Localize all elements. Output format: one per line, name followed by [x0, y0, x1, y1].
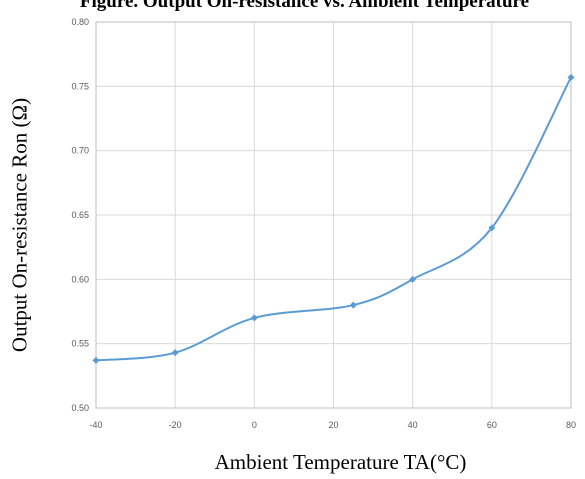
tick-labels: 0.50 0.55 0.60 0.65 0.70 0.75 0.80 -40 -20 0 20 40 6…	[71, 17, 576, 430]
data-point	[250, 314, 258, 322]
x-tick-label: 80	[566, 420, 576, 430]
y-tick-label: 0.65	[71, 210, 89, 220]
data-markers	[92, 73, 575, 364]
y-tick-label: 0.55	[71, 339, 89, 349]
y-tick-label: 0.80	[71, 17, 89, 27]
x-tick-label: 60	[487, 420, 497, 430]
series-line	[95, 76, 572, 362]
data-point	[409, 275, 417, 283]
plot-border	[95, 21, 572, 409]
x-tick-label: 20	[328, 420, 338, 430]
x-axis-label: Ambient Temperature TA(°C)	[214, 450, 467, 474]
gridlines	[95, 21, 572, 409]
chart-title: Figure. Output On-resistance vs. Ambient…	[79, 0, 530, 11]
y-tick-label: 0.60	[71, 274, 89, 284]
y-tick-label: 0.50	[71, 403, 89, 413]
x-tick-label: 40	[408, 420, 418, 430]
y-tick-label: 0.75	[71, 81, 89, 91]
data-point	[349, 301, 357, 309]
data-point	[488, 224, 496, 232]
x-tick-label: 0	[252, 420, 257, 430]
data-point	[171, 349, 179, 357]
y-tick-label: 0.70	[71, 146, 89, 156]
data-point	[92, 356, 100, 364]
data-point	[567, 73, 575, 81]
x-tick-label: -40	[89, 420, 102, 430]
x-tick-label: -20	[169, 420, 182, 430]
